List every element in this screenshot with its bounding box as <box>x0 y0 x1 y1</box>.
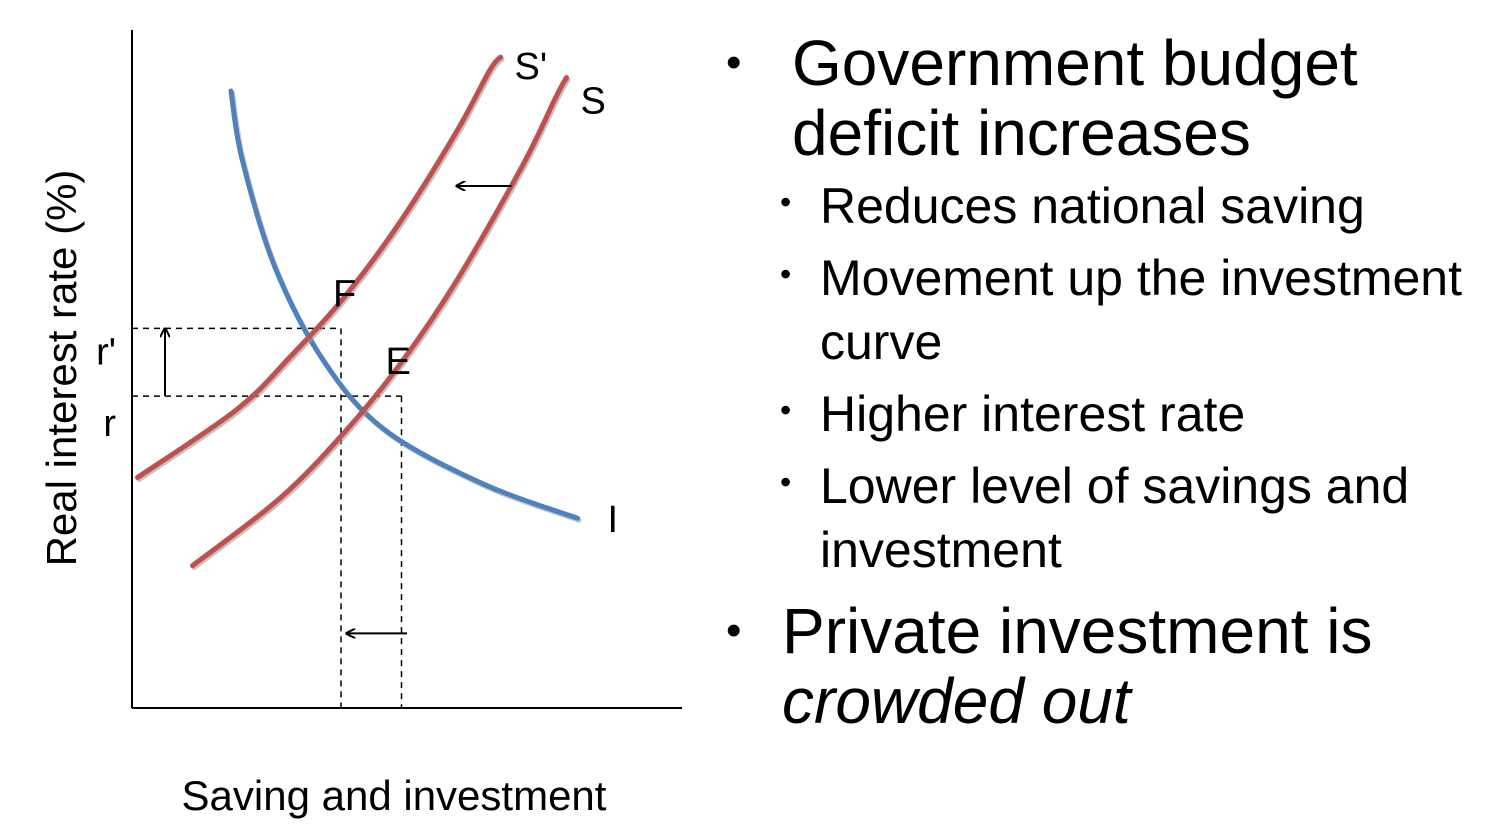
bullet-sub-3-text: Higher interest rate <box>820 386 1246 442</box>
curve-i <box>228 88 580 521</box>
curve-sprime-shadow <box>136 56 505 482</box>
curve-label-s: S <box>581 80 606 122</box>
bullet-main-2-emphasis: crowded out <box>782 665 1131 737</box>
bullet-main-2: • Private investment is crowded out <box>720 596 1480 736</box>
bullet-main-2-text: Private investment is crowded out <box>782 596 1480 736</box>
point-label-f: F <box>333 273 356 315</box>
bullet-sub-1-text: Reduces national saving <box>820 178 1365 234</box>
x-axis-label: Saving and investment <box>182 772 607 819</box>
bullet-main-1: • Government budget deficit increases <box>720 28 1480 168</box>
bullet-dot: • <box>780 184 792 220</box>
bullet-main-2-plain: Private investment is <box>782 595 1373 667</box>
saving-investment-chart: I S S' EFr' r Saving and investment Real in… <box>38 30 682 819</box>
bullet-sub-3: • Higher interest rate <box>780 382 1480 446</box>
bullet-sub-2: • Movement up the investment curve <box>780 246 1480 374</box>
bullet-dot: • <box>780 464 792 500</box>
bullet-sub-4-text: Lower level of savings and investment <box>820 458 1410 578</box>
rate-label-r: r <box>103 403 116 445</box>
bullet-sub-1: • Reduces national saving <box>780 174 1480 238</box>
curve-label-sprime: S' <box>515 46 548 88</box>
bullet-sub-4: • Lower level of savings and investment <box>780 454 1480 582</box>
curve-s <box>190 75 569 569</box>
bullet-main-1-text: Government budget deficit increases <box>792 27 1358 169</box>
bullet-sub-2-text: Movement up the investment curve <box>820 250 1462 370</box>
bullet-dot: • <box>780 392 792 428</box>
rate-label-r-prime: r' <box>96 331 116 373</box>
bullet-dot: • <box>726 606 742 655</box>
bullet-list: • Government budget deficit increases • … <box>720 28 1480 742</box>
y-axis-label: Real interest rate (%) <box>38 170 85 567</box>
bullet-dot: • <box>780 256 792 292</box>
point-label-e: E <box>386 341 411 383</box>
bullet-dot: • <box>726 38 742 87</box>
curve-label-i: I <box>608 499 619 541</box>
curve-sprime <box>135 54 503 480</box>
